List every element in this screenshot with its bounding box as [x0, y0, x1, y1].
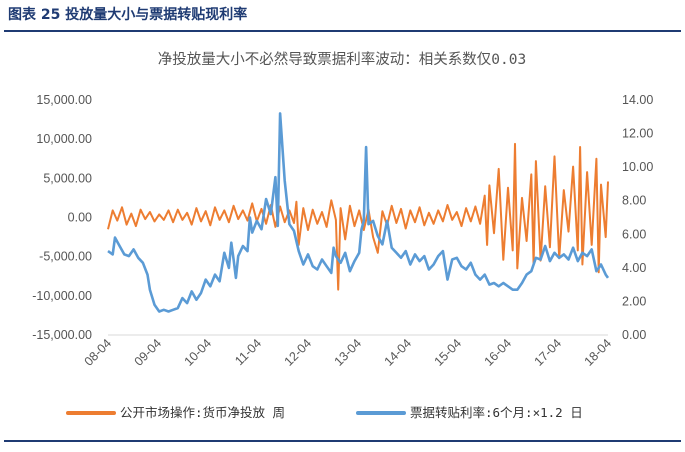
- plot-area: [107, 112, 610, 313]
- x-tick-label: 09-04: [132, 336, 165, 369]
- y-right-tick-label: 8.00: [622, 194, 646, 208]
- chart-title: 净投放量大小不必然导致票据利率波动：相关系数仅0.03: [158, 51, 526, 68]
- x-tick-label: 17-04: [532, 336, 565, 369]
- y-right-tick-label: 0.00: [622, 328, 646, 342]
- y-right-tick-label: 4.00: [622, 261, 646, 275]
- y-left-tick-label: 15,000.00: [36, 93, 92, 107]
- y-right-tick-label: 2.00: [622, 294, 646, 308]
- legend: 公开市场操作:货币净投放 周 票据转贴利率:6个月:×1.2 日: [66, 405, 583, 420]
- x-axis: 08-04 09-04 10-04 11-04 12-04 13-04 14-04 15-04…: [82, 336, 615, 369]
- y-left-axis: 15,000.00 10,000.00 5,000.00 0.00 -5,000.00 -…: [32, 93, 92, 342]
- y-right-tick-label: 12.00: [622, 127, 653, 141]
- y-right-tick-label: 10.00: [622, 160, 653, 174]
- figure-title: 图表 25 投放量大小与票据转贴现利率: [8, 7, 248, 23]
- title-rule: [4, 30, 681, 32]
- x-tick-label: 10-04: [182, 336, 215, 369]
- x-tick-label: 11-04: [232, 336, 264, 368]
- x-tick-label: 13-04: [332, 336, 365, 369]
- x-tick-label: 14-04: [382, 336, 415, 369]
- x-tick-label: 18-04: [582, 336, 615, 369]
- chart: 净投放量大小不必然导致票据利率波动：相关系数仅0.03 15,000.00 10,…: [32, 51, 653, 420]
- x-tick-label: 12-04: [282, 336, 315, 369]
- series-line-net-injection: [107, 142, 609, 291]
- y-left-tick-label: 5,000.00: [43, 171, 92, 185]
- y-left-tick-label: 10,000.00: [36, 132, 92, 146]
- y-left-tick-label: -10,000.00: [32, 289, 92, 303]
- y-left-tick-label: 0.00: [68, 211, 92, 225]
- legend-label-net-injection: 公开市场操作:货币净投放 周: [120, 405, 285, 420]
- y-left-tick-label: -5,000.00: [39, 250, 92, 264]
- y-right-tick-label: 6.00: [622, 227, 646, 241]
- footer-rule: [4, 440, 681, 442]
- series-line-bill-rate: [107, 112, 610, 313]
- x-tick-label: 16-04: [482, 336, 515, 369]
- x-tick-label: 15-04: [432, 336, 465, 369]
- legend-label-bill-rate: 票据转贴利率:6个月:×1.2 日: [410, 405, 583, 420]
- y-left-tick-label: -15,000.00: [32, 328, 92, 342]
- y-right-tick-label: 14.00: [622, 93, 653, 107]
- y-right-axis: 14.00 12.00 10.00 8.00 6.00 4.00 2.00 0.00: [622, 93, 653, 342]
